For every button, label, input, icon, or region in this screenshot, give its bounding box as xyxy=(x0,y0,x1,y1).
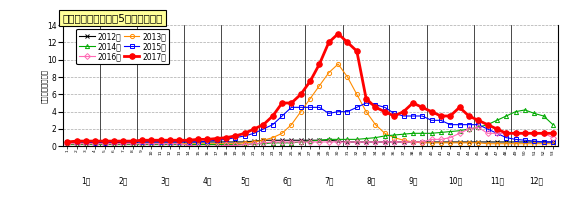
2013年 xyxy=(503,143,510,145)
2014年 xyxy=(522,109,529,111)
2015年 xyxy=(391,112,398,115)
2012年 xyxy=(204,141,211,143)
Text: 1月: 1月 xyxy=(81,177,90,186)
2013年 xyxy=(550,143,556,145)
Line: 2015年: 2015年 xyxy=(65,101,555,145)
2015年 xyxy=(372,103,379,106)
2016年 xyxy=(381,141,388,143)
2016年 xyxy=(391,141,398,143)
2014年 xyxy=(550,123,556,126)
2017年 xyxy=(447,115,453,117)
2017年 xyxy=(381,110,388,113)
2014年 xyxy=(353,138,360,141)
2016年 xyxy=(447,136,453,139)
2017年 xyxy=(503,132,510,135)
Text: 10月: 10月 xyxy=(448,177,462,186)
2012年 xyxy=(362,141,369,143)
Text: 11月: 11月 xyxy=(490,177,504,186)
2014年 xyxy=(372,136,379,139)
2012年 xyxy=(260,139,267,141)
2015年 xyxy=(204,140,211,142)
2015年 xyxy=(353,106,360,109)
2013年 xyxy=(381,132,388,135)
Line: 2012年: 2012年 xyxy=(65,138,555,145)
Line: 2014年: 2014年 xyxy=(65,108,555,147)
2016年 xyxy=(195,145,201,148)
2014年 xyxy=(344,138,351,141)
2016年 xyxy=(64,143,71,145)
2017年 xyxy=(362,97,369,100)
Text: 7月: 7月 xyxy=(324,177,333,186)
2015年 xyxy=(456,123,463,126)
2017年 xyxy=(195,138,201,141)
Text: 6月: 6月 xyxy=(282,177,291,186)
2013年 xyxy=(195,143,201,145)
2017年 xyxy=(335,32,341,35)
2015年 xyxy=(400,115,407,117)
Text: 4月: 4月 xyxy=(203,177,212,186)
Line: 2017年: 2017年 xyxy=(64,31,556,145)
2014年 xyxy=(195,143,201,146)
2015年 xyxy=(64,141,71,143)
2015年 xyxy=(92,141,98,144)
2012年 xyxy=(92,141,98,144)
2017年 xyxy=(353,50,360,52)
2015年 xyxy=(362,102,369,104)
2014年 xyxy=(438,131,444,134)
2016年 xyxy=(353,141,360,143)
Line: 2013年: 2013年 xyxy=(65,62,555,146)
Text: 2月: 2月 xyxy=(118,177,128,186)
2016年 xyxy=(362,141,369,143)
Text: 週別発生動向（過去5年との比較）: 週別発生動向（過去5年との比較） xyxy=(63,13,163,23)
2012年 xyxy=(400,141,407,143)
2013年 xyxy=(353,93,360,96)
2014年 xyxy=(493,119,500,122)
2014年 xyxy=(64,143,71,146)
2012年 xyxy=(391,141,398,143)
2017年 xyxy=(64,141,71,143)
2015年 xyxy=(550,141,556,143)
2013年 xyxy=(64,143,71,145)
2012年 xyxy=(550,141,556,143)
Text: 3月: 3月 xyxy=(160,177,170,186)
Text: 5月: 5月 xyxy=(240,177,249,186)
Line: 2016年: 2016年 xyxy=(65,125,555,148)
Text: 12月: 12月 xyxy=(530,177,543,186)
2016年 xyxy=(475,126,481,129)
2016年 xyxy=(550,136,556,139)
2012年 xyxy=(456,141,463,143)
Text: 9月: 9月 xyxy=(408,177,418,186)
2012年 xyxy=(64,141,71,143)
Y-axis label: 定点当たり報告数: 定点当たり報告数 xyxy=(40,69,47,103)
2016年 xyxy=(204,145,211,148)
2017年 xyxy=(550,132,556,135)
Legend: 2012年, 2014年, 2016年, 2013年, 2015年, 2017年: 2012年, 2014年, 2016年, 2013年, 2015年, 2017年 xyxy=(76,29,169,64)
2013年 xyxy=(447,141,453,144)
2013年 xyxy=(335,63,341,65)
2013年 xyxy=(362,110,369,113)
Text: 8月: 8月 xyxy=(366,177,376,186)
2012年 xyxy=(372,141,379,143)
